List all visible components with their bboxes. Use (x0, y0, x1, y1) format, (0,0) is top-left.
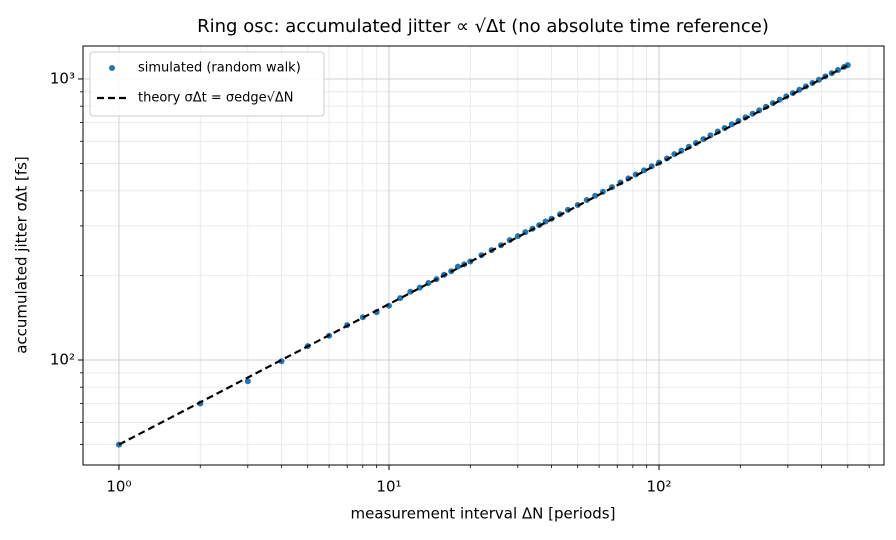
data-point (728, 121, 735, 128)
data-point (592, 192, 599, 199)
data-point (244, 378, 251, 385)
data-point (407, 288, 414, 295)
legend-label: simulated (random walk) (138, 61, 301, 76)
legend-label: theory σΔt = σedge√ΔN (138, 91, 294, 106)
legend-box (89, 51, 325, 117)
x-tick-label: 10⁰ (106, 478, 131, 496)
x-axis-label: measurement interval ΔN [periods] (351, 505, 616, 523)
chart-title: Ring osc: accumulated jitter ∝ √Δt (no a… (197, 16, 769, 37)
theory-line (118, 64, 849, 446)
legend-marker (109, 65, 115, 71)
y-tick-label: 10² (50, 350, 75, 368)
x-tick-label: 10² (646, 478, 671, 496)
y-tick-label: 10³ (50, 69, 75, 87)
data-point (514, 233, 521, 240)
plot-frame (82, 45, 885, 466)
y-axis-label: accumulated jitter σΔt [fs] (13, 156, 31, 354)
x-tick-label: 10¹ (376, 478, 401, 496)
data-point (641, 167, 648, 174)
